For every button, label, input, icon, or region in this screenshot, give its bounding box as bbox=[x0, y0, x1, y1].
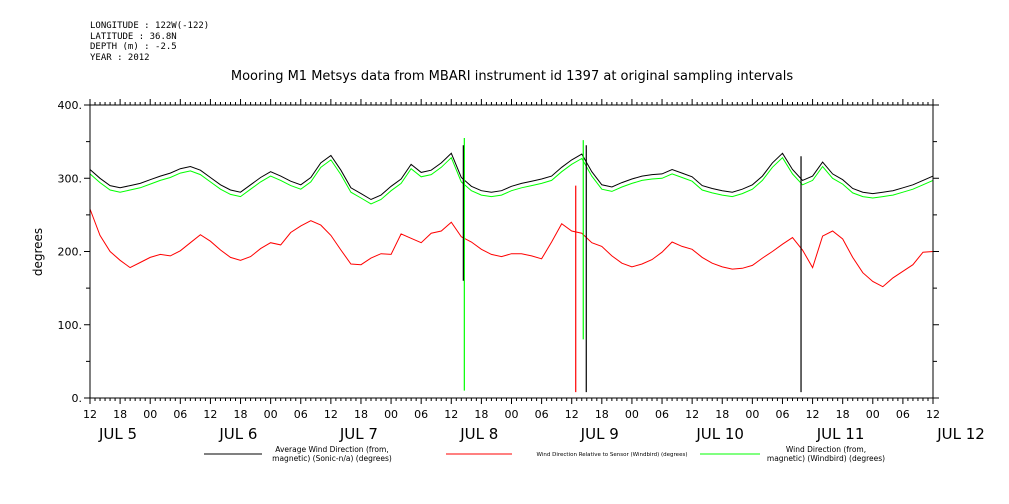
x-day-label: JUL 11 bbox=[816, 425, 865, 443]
x-tick-label: 12 bbox=[203, 408, 217, 421]
x-tick-label: 12 bbox=[324, 408, 338, 421]
x-tick-label: 18 bbox=[595, 408, 609, 421]
series-line-windbird bbox=[89, 156, 934, 205]
legend: Average Wind Direction (from,magnetic) (… bbox=[204, 445, 885, 463]
x-tick-label: 06 bbox=[535, 408, 549, 421]
x-day-label: JUL 5 bbox=[98, 425, 137, 443]
x-day-label: JUL 7 bbox=[339, 425, 378, 443]
legend-label-average: magnetic) (Sonic-n/a) (degrees) bbox=[272, 454, 392, 463]
x-day-label: JUL 9 bbox=[580, 425, 619, 443]
series-line-average bbox=[89, 152, 934, 201]
x-tick-label: 00 bbox=[625, 408, 639, 421]
x-tick-label: 12 bbox=[685, 408, 699, 421]
x-tick-label: 18 bbox=[354, 408, 368, 421]
x-tick-label: 00 bbox=[384, 408, 398, 421]
x-tick-label: 18 bbox=[715, 408, 729, 421]
x-tick-label: 06 bbox=[414, 408, 428, 421]
meta-year: YEAR : 2012 bbox=[90, 52, 150, 63]
x-tick-label: 06 bbox=[775, 408, 789, 421]
x-tick-label: 12 bbox=[926, 408, 940, 421]
x-tick-label: 00 bbox=[264, 408, 278, 421]
x-tick-label: 06 bbox=[655, 408, 669, 421]
x-tick-label: 12 bbox=[565, 408, 579, 421]
x-tick-label: 00 bbox=[505, 408, 519, 421]
x-tick-label: 06 bbox=[173, 408, 187, 421]
x-tick-label: 00 bbox=[866, 408, 880, 421]
x-tick-label: 06 bbox=[896, 408, 910, 421]
x-tick-label: 00 bbox=[745, 408, 759, 421]
x-tick-label: 18 bbox=[113, 408, 127, 421]
meta-latitude: LATITUDE : 36.8N bbox=[90, 31, 177, 42]
plot-area bbox=[89, 137, 934, 393]
x-tick-label: 18 bbox=[234, 408, 248, 421]
axes: 0. 100. 200. 300. 400. 12 18 00 06 12 18 00 06 12 18 00… bbox=[58, 99, 985, 443]
metadata-block: LONGITUDE : 122W(-122) LATITUDE : 36.8N … bbox=[90, 21, 209, 63]
legend-label-relative: Wind Direction Relative to Sensor (Windb… bbox=[537, 452, 688, 458]
legend-label-windbird: magnetic) (Windbird) (degrees) bbox=[767, 454, 885, 463]
legend-label-windbird: Wind Direction (from, bbox=[786, 445, 866, 454]
plot-frame bbox=[89, 104, 934, 399]
x-day-label: JUL 10 bbox=[695, 425, 744, 443]
y-axis-label: degrees bbox=[31, 228, 45, 276]
chart-title: Mooring M1 Metsys data from MBARI instru… bbox=[231, 69, 793, 84]
x-day-label: JUL 8 bbox=[459, 425, 498, 443]
y-tick-label: 300. bbox=[58, 172, 83, 185]
legend-label-average: Average Wind Direction (from, bbox=[275, 445, 388, 454]
y-tick-label: 0. bbox=[72, 392, 83, 405]
series-line-relative bbox=[89, 208, 934, 288]
x-tick-label: 12 bbox=[806, 408, 820, 421]
x-tick-label: 06 bbox=[294, 408, 308, 421]
x-tick-label: 12 bbox=[83, 408, 97, 421]
y-tick-label: 200. bbox=[58, 246, 83, 259]
x-day-label: JUL 6 bbox=[218, 425, 257, 443]
x-tick-label: 18 bbox=[836, 408, 850, 421]
meta-depth: DEPTH (m) : -2.5 bbox=[90, 42, 177, 52]
y-tick-label: 400. bbox=[58, 99, 83, 112]
meta-longitude: LONGITUDE : 122W(-122) bbox=[90, 21, 210, 31]
x-day-label: JUL 12 bbox=[936, 425, 985, 443]
x-tick-label: 12 bbox=[444, 408, 458, 421]
x-tick-label: 00 bbox=[143, 408, 157, 421]
y-tick-label: 100. bbox=[58, 319, 83, 332]
x-tick-label: 18 bbox=[474, 408, 488, 421]
